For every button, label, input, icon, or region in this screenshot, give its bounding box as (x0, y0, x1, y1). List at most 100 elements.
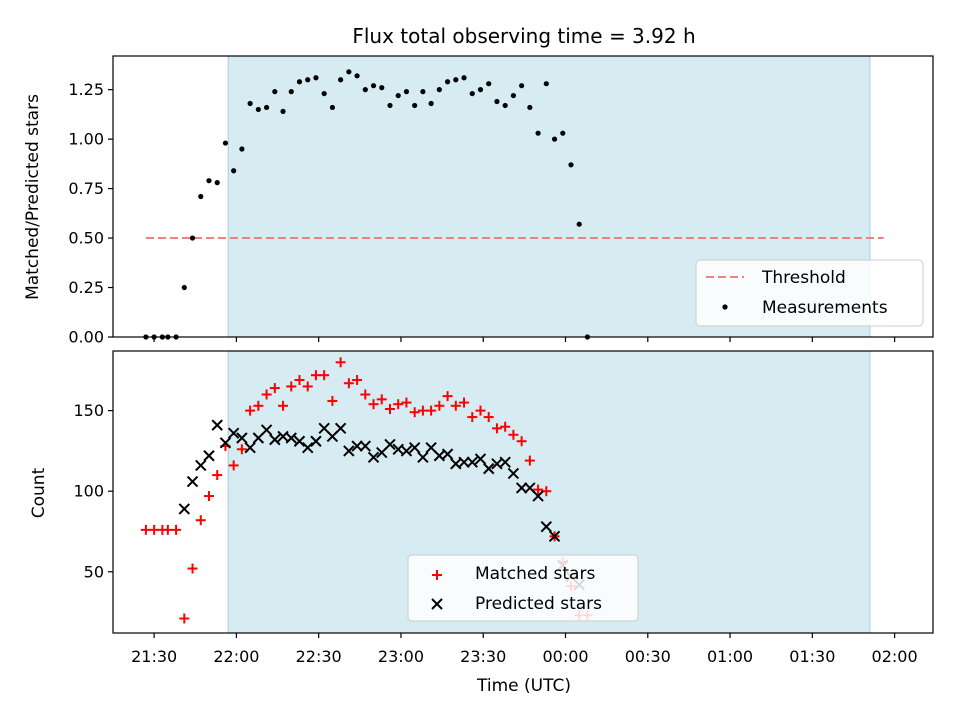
data-point (334, 422, 347, 435)
data-point (354, 73, 360, 79)
bottom-y-axis-label: Count (29, 467, 49, 518)
data-point (412, 102, 418, 109)
legend-matched-swatch (432, 570, 442, 580)
data-point (379, 85, 385, 91)
data-point (502, 102, 508, 109)
chart-title: Flux total observing time = 3.92 h (352, 24, 695, 48)
legend-threshold-label: Threshold (761, 268, 846, 288)
x-tick-label: 23:00 (378, 647, 424, 666)
data-point (171, 524, 182, 535)
data-point (302, 381, 313, 392)
data-point (327, 395, 338, 406)
bottom-panel: 50 100 150 21:30 22:00 22:30 23:00 23:30 00:00 00… (73, 350, 934, 666)
top-legend: Threshold Measurements (695, 259, 924, 327)
data-point (420, 89, 426, 95)
y-tick-label: 100 (73, 482, 104, 501)
x-tick-label: 02:00 (872, 647, 918, 666)
x-tick-label: 22:30 (296, 647, 342, 666)
data-point (453, 77, 459, 83)
data-point (486, 81, 492, 87)
data-point (376, 394, 387, 405)
x-tick-label: 23:30 (460, 647, 506, 666)
data-point (261, 389, 272, 400)
data-point (329, 104, 335, 111)
data-point (247, 100, 253, 107)
data-point (189, 235, 196, 241)
y-tick-label: 0.25 (68, 278, 104, 297)
legend-box (695, 259, 924, 327)
data-point (560, 130, 566, 136)
data-point (477, 87, 484, 93)
data-point (260, 424, 273, 436)
data-point (293, 435, 306, 447)
data-point (494, 98, 500, 105)
data-point (255, 106, 261, 113)
data-point (483, 412, 494, 423)
data-point (181, 284, 187, 291)
y-tick-label: 50 (84, 562, 104, 581)
legend-measurements-label: Measurements (762, 298, 888, 318)
data-point (206, 178, 212, 184)
data-point (458, 456, 470, 468)
data-point (384, 404, 395, 415)
data-point (269, 383, 280, 394)
data-point (474, 453, 487, 465)
axes-frame (112, 55, 934, 338)
data-point (313, 75, 319, 81)
data-point (368, 399, 379, 410)
data-point (236, 444, 247, 455)
data-point (203, 450, 215, 462)
data-point (335, 357, 346, 368)
data-point (294, 375, 305, 386)
data-point (417, 451, 429, 464)
data-point (280, 108, 286, 115)
x-tick-label: 00:00 (542, 647, 588, 666)
data-point (508, 429, 519, 440)
data-point (436, 87, 442, 93)
data-point (362, 87, 368, 93)
data-point (178, 503, 191, 515)
data-point (263, 104, 270, 111)
x-tick-label: 01:30 (789, 647, 835, 666)
data-point (444, 79, 451, 85)
data-point (548, 530, 561, 543)
data-point (428, 100, 434, 107)
data-point (231, 168, 237, 174)
data-point (211, 419, 223, 431)
y-tick-label: 0.50 (68, 229, 104, 248)
data-point (236, 432, 248, 444)
data-point (269, 433, 281, 446)
data-point (310, 435, 322, 447)
data-point (370, 83, 377, 89)
top-panel: 0.00 0.25 0.50 0.75 1.00 1.25 Threshold Measure… (68, 55, 934, 347)
data-point (524, 455, 535, 466)
data-point (568, 162, 574, 168)
data-point (401, 397, 412, 408)
data-point (272, 89, 278, 95)
data-point (395, 92, 401, 99)
data-point (203, 491, 214, 502)
y-tick-label: 150 (73, 401, 104, 420)
axes-frame (112, 350, 934, 634)
data-point (302, 441, 314, 454)
data-point (338, 77, 344, 83)
data-point (441, 448, 454, 460)
data-point (543, 81, 549, 87)
y-tick-label: 1.00 (68, 130, 104, 149)
data-point (228, 460, 239, 471)
data-point (286, 381, 297, 392)
data-point (409, 407, 420, 418)
data-point (186, 475, 199, 488)
data-point (244, 441, 256, 454)
data-point (367, 451, 380, 464)
data-point (403, 89, 410, 95)
data-point (352, 375, 363, 386)
data-point (466, 456, 478, 468)
data-point (551, 136, 558, 142)
legend-matched-label: Matched stars (475, 564, 595, 584)
top-y-axis-label: Matched/Predicted stars (23, 94, 43, 300)
data-point (296, 79, 303, 85)
data-point (305, 77, 311, 83)
data-point (384, 438, 396, 451)
data-point (469, 90, 475, 97)
